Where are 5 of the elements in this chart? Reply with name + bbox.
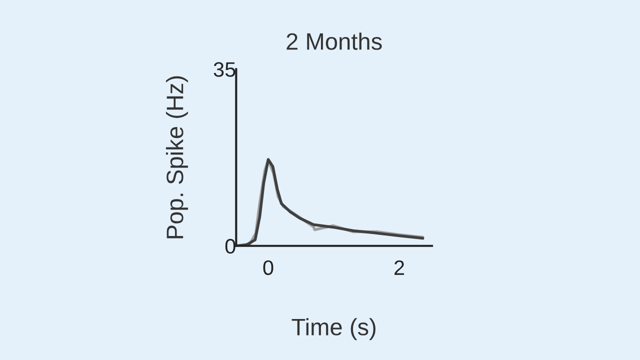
y-axis-title: Pop. Spike (Hz) <box>166 76 188 238</box>
y-tick-label: 35 <box>214 62 236 77</box>
x-axis-title: Time (s) <box>292 318 376 340</box>
chart-title: 2 Months <box>286 32 382 50</box>
x-tick-label: 2 <box>394 260 404 275</box>
